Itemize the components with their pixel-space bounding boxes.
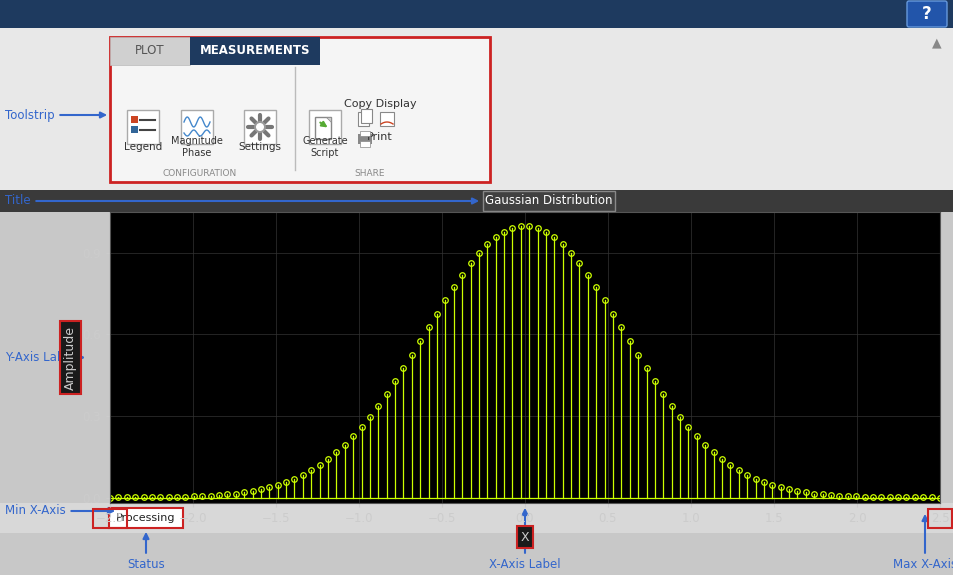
Bar bbox=[190, 37, 319, 65]
Polygon shape bbox=[326, 117, 331, 122]
Bar bbox=[110, 37, 190, 65]
Text: Min X-Axis: Min X-Axis bbox=[5, 504, 112, 518]
Bar bbox=[359, 141, 370, 147]
FancyBboxPatch shape bbox=[109, 508, 183, 528]
X-axis label: X: X bbox=[520, 531, 529, 543]
FancyBboxPatch shape bbox=[482, 191, 615, 211]
Text: Gaussian Distribution: Gaussian Distribution bbox=[485, 194, 612, 208]
Bar bbox=[360, 109, 372, 123]
Bar bbox=[131, 126, 138, 133]
Y-axis label: Amplitude: Amplitude bbox=[64, 325, 76, 389]
Text: X-Axis Label: X-Axis Label bbox=[489, 510, 560, 572]
FancyBboxPatch shape bbox=[181, 110, 213, 144]
Bar bbox=[357, 134, 372, 144]
FancyBboxPatch shape bbox=[127, 110, 159, 144]
Text: Max X-Axis: Max X-Axis bbox=[892, 516, 953, 572]
Circle shape bbox=[253, 121, 266, 133]
FancyBboxPatch shape bbox=[309, 110, 340, 144]
Bar bbox=[359, 131, 370, 136]
Text: CONFIGURATION: CONFIGURATION bbox=[163, 170, 237, 178]
Text: Generate
Script: Generate Script bbox=[302, 136, 348, 158]
Text: PLOT: PLOT bbox=[135, 44, 165, 58]
FancyBboxPatch shape bbox=[906, 1, 946, 27]
Bar bbox=[314, 117, 331, 139]
Text: Status: Status bbox=[127, 534, 165, 572]
Text: Toolstrip: Toolstrip bbox=[5, 109, 105, 121]
Text: Settings: Settings bbox=[238, 142, 281, 152]
Text: ▲: ▲ bbox=[931, 36, 941, 49]
Bar bbox=[0, 190, 953, 212]
FancyBboxPatch shape bbox=[110, 37, 490, 182]
Text: SHARE: SHARE bbox=[355, 170, 385, 178]
Text: Legend: Legend bbox=[124, 142, 162, 152]
Text: ?: ? bbox=[922, 5, 931, 23]
Text: Copy Display: Copy Display bbox=[343, 99, 416, 109]
Bar bbox=[0, 503, 953, 533]
Text: Title: Title bbox=[5, 194, 476, 208]
Bar bbox=[0, 28, 953, 190]
Bar bbox=[379, 112, 394, 126]
Bar bbox=[357, 112, 369, 126]
FancyBboxPatch shape bbox=[244, 110, 275, 144]
Text: MEASUREMENTS: MEASUREMENTS bbox=[199, 44, 310, 58]
Text: Processing: Processing bbox=[116, 513, 175, 523]
Text: Magnitude
Phase: Magnitude Phase bbox=[171, 136, 223, 158]
Text: Y-Axis Label: Y-Axis Label bbox=[5, 351, 83, 364]
Text: Print: Print bbox=[367, 132, 393, 142]
Bar bbox=[0, 0, 953, 28]
Bar bbox=[131, 116, 138, 123]
Circle shape bbox=[255, 123, 264, 131]
